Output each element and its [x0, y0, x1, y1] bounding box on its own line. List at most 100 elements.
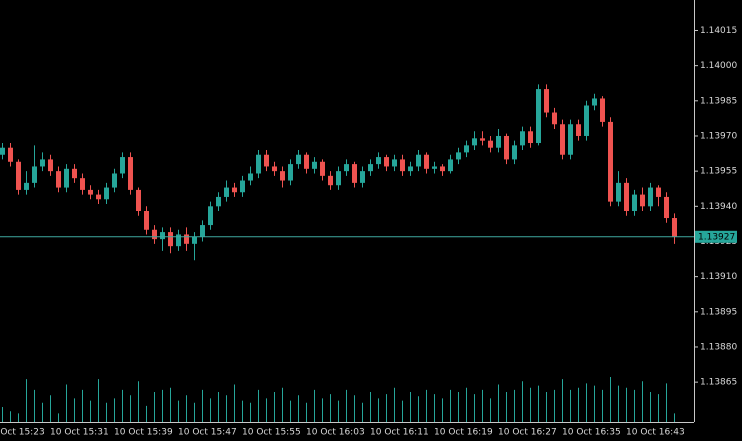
candle-body [56, 171, 61, 188]
y-tick-label: 1.14015 [700, 26, 737, 36]
candle-body [48, 159, 53, 172]
candle-body [600, 98, 605, 122]
candle-body [16, 161, 21, 190]
candle-body [280, 171, 285, 181]
x-tick-label: 10 Oct 15:31 [50, 428, 109, 438]
candle-body [240, 180, 245, 193]
x-tick-label: 10 Oct 15:39 [114, 428, 173, 438]
candle-body [544, 89, 549, 113]
candle-body [304, 154, 309, 169]
candle-body [0, 147, 5, 155]
candle-body [344, 164, 349, 172]
y-tick-label: 1.14000 [700, 61, 737, 71]
candle-body [360, 171, 365, 183]
x-tick-label: 10 Oct 16:35 [562, 428, 621, 438]
y-tick-label: 1.13970 [700, 131, 737, 141]
candle-body [440, 166, 445, 172]
y-tick-label: 1.13880 [700, 342, 737, 352]
candle-body [624, 182, 629, 211]
candle-body [368, 164, 373, 172]
candle-body [432, 166, 437, 169]
candle-body [448, 159, 453, 172]
candle-body [576, 124, 581, 136]
candle-body [392, 159, 397, 167]
candle-body [64, 168, 69, 188]
x-tick-label: 10 Oct 16:19 [434, 428, 493, 438]
candle-body [352, 164, 357, 183]
x-tick-label: 10 Oct 15:23 [0, 428, 45, 438]
candle-body [312, 161, 317, 169]
y-tick-label: 1.13985 [700, 96, 737, 106]
candle-body [424, 154, 429, 169]
candle-body [88, 189, 93, 195]
plot-area [0, 84, 677, 422]
candle-body [32, 166, 37, 183]
x-tick-label: 10 Oct 15:55 [242, 428, 301, 438]
candle-body [184, 234, 189, 244]
candle-body [200, 225, 205, 237]
x-tick-label: 10 Oct 16:43 [626, 428, 685, 438]
candle-body [136, 189, 141, 211]
candle-body [232, 187, 237, 193]
candle-body [616, 182, 621, 202]
candle-body [488, 140, 493, 148]
candle-body [224, 187, 229, 197]
candle-body [152, 229, 157, 240]
candle-body [256, 154, 261, 174]
candle-body [112, 173, 117, 188]
candle-body [584, 105, 589, 136]
candle-body [120, 157, 125, 174]
candle-body [80, 178, 85, 190]
candle-body [144, 211, 149, 230]
candle-body [40, 159, 45, 167]
candle-body [568, 124, 573, 155]
candle-body [512, 145, 517, 160]
candle-body [384, 157, 389, 167]
y-tick-label: 1.13955 [700, 167, 737, 177]
candle-body [520, 131, 525, 146]
candle-body [320, 161, 325, 176]
candle-body [536, 89, 541, 144]
candle-body [208, 206, 213, 226]
candle-body [496, 135, 501, 148]
y-tick-label: 1.13940 [700, 202, 737, 212]
candle-body [96, 194, 101, 200]
y-tick-label: 1.13910 [700, 272, 737, 282]
candle-body [376, 157, 381, 165]
candle-body [8, 147, 13, 162]
candle-body [24, 182, 29, 190]
candle-body [288, 164, 293, 181]
candle-body [128, 157, 133, 190]
candle-body [272, 166, 277, 172]
candle-body [472, 138, 477, 146]
candle-body [264, 154, 269, 167]
candle-body [328, 175, 333, 186]
y-tick-label: 1.13865 [700, 378, 737, 388]
candle-body [664, 196, 669, 219]
candle-body [632, 194, 637, 211]
x-tick-label: 10 Oct 16:11 [370, 428, 429, 438]
candle-body [104, 187, 109, 200]
candle-body [464, 145, 469, 153]
candle-body [192, 236, 197, 244]
candle-body [336, 171, 341, 186]
candle-body [296, 154, 301, 165]
current-price-box [695, 230, 737, 243]
candle-body [72, 168, 77, 179]
x-tick-label: 10 Oct 16:27 [498, 428, 557, 438]
candle-body [416, 154, 421, 167]
x-tick-label: 10 Oct 16:03 [306, 428, 365, 438]
candle-body [528, 131, 533, 144]
candle-body [608, 121, 613, 202]
candle-body [168, 232, 173, 247]
candle-body [648, 187, 653, 207]
candle-body [248, 173, 253, 181]
candle-body [408, 166, 413, 172]
candle-body [560, 124, 565, 155]
candle-body [480, 138, 485, 141]
candle-body [552, 112, 557, 125]
candle-body [216, 196, 221, 207]
